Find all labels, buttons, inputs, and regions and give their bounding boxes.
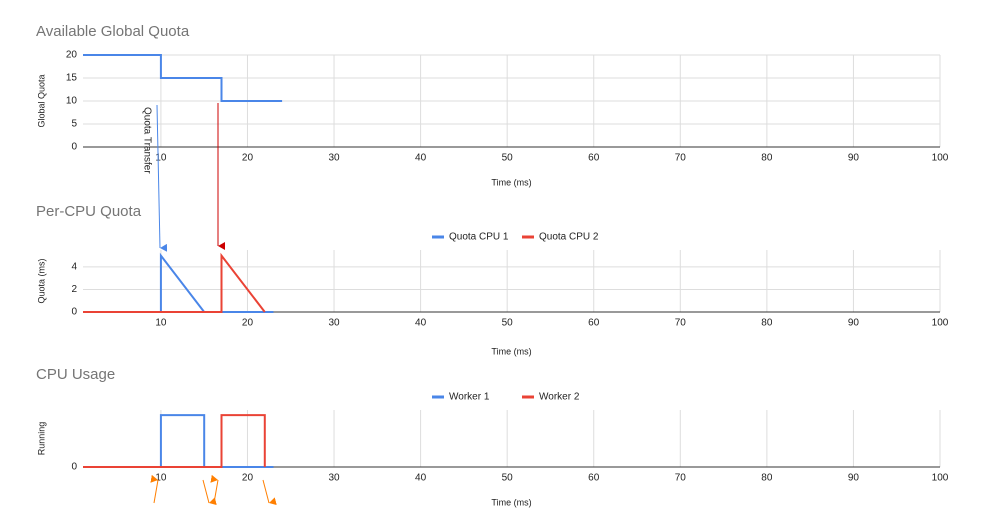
y-axis-title: Global Quota	[36, 74, 46, 127]
y-tick-label: 0	[71, 142, 77, 153]
x-tick-label: 80	[761, 473, 773, 484]
event-arrow	[202, 479, 217, 506]
x-tick-label: 90	[848, 318, 860, 329]
data-line	[83, 414, 274, 468]
x-tick-label: 10	[155, 473, 167, 484]
event-arrow	[210, 474, 219, 504]
event-arrow	[262, 479, 277, 506]
x-axis-title: Time (ms)	[491, 177, 531, 187]
x-tick-label: 70	[675, 473, 687, 484]
x-tick-label: 100	[932, 318, 949, 329]
x-axis-title: Time (ms)	[491, 497, 531, 507]
legend-label: Worker 1	[449, 392, 490, 403]
x-tick-label: 60	[588, 473, 600, 484]
legend-label: Worker 2	[539, 392, 580, 403]
x-tick-label: 40	[415, 318, 427, 329]
x-tick-label: 10	[155, 153, 167, 164]
chart-title: Available Global Quota	[36, 23, 190, 40]
y-tick-label: 5	[71, 119, 77, 130]
x-tick-label: 20	[242, 318, 254, 329]
x-tick-label: 20	[242, 153, 254, 164]
y-tick-label: 0	[71, 462, 77, 473]
y-axis-title: Quota (ms)	[36, 258, 46, 303]
data-line	[83, 252, 274, 313]
legend-label: Quota CPU 1	[449, 232, 509, 243]
chart-title: CPU Usage	[36, 366, 115, 383]
annotation: Quota Transfer	[141, 107, 152, 174]
data-line	[83, 252, 266, 313]
y-tick-label: 10	[66, 96, 78, 107]
arrows	[150, 103, 277, 506]
x-tick-label: 10	[155, 318, 167, 329]
x-tick-label: 40	[415, 473, 427, 484]
x-tick-label: 60	[588, 153, 600, 164]
y-tick-label: 0	[71, 307, 77, 318]
x-tick-label: 50	[502, 318, 514, 329]
x-tick-label: 90	[848, 473, 860, 484]
x-tick-label: 20	[242, 473, 254, 484]
y-axis-title: Running	[36, 422, 46, 456]
transfer-arrow	[156, 104, 168, 252]
y-tick-label: 15	[66, 73, 78, 84]
data-line	[83, 54, 283, 102]
x-tick-label: 40	[415, 153, 427, 164]
x-tick-label: 90	[848, 153, 860, 164]
x-axis-title: Time (ms)	[491, 346, 531, 356]
y-tick-label: 4	[71, 262, 77, 273]
x-tick-label: 30	[328, 318, 340, 329]
y-tick-label: 2	[71, 284, 77, 295]
x-tick-label: 100	[932, 473, 949, 484]
x-tick-label: 30	[328, 153, 340, 164]
y-tick-label: 20	[66, 50, 78, 61]
x-tick-label: 50	[502, 153, 514, 164]
x-tick-label: 100	[932, 153, 949, 164]
x-tick-label: 60	[588, 318, 600, 329]
chart-title: Per-CPU Quota	[36, 203, 142, 220]
x-tick-label: 70	[675, 318, 687, 329]
x-tick-label: 80	[761, 318, 773, 329]
x-tick-label: 50	[502, 473, 514, 484]
event-arrow	[150, 474, 159, 504]
legend-label: Quota CPU 2	[539, 232, 599, 243]
x-tick-label: 30	[328, 473, 340, 484]
x-tick-label: 80	[761, 153, 773, 164]
x-tick-label: 70	[675, 153, 687, 164]
data-line	[83, 414, 266, 468]
